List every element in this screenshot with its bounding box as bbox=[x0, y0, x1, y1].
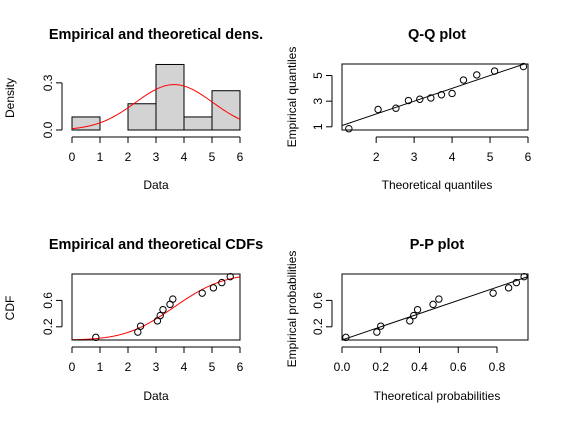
data-point bbox=[198, 289, 206, 297]
pp-x-label: Theoretical probabilities bbox=[374, 389, 501, 403]
x-tick-label: 5 bbox=[487, 150, 494, 164]
y-tick-label: 0.2 bbox=[311, 318, 325, 335]
y-tick-label: 1 bbox=[311, 123, 325, 130]
cdf-x-label: Data bbox=[143, 389, 169, 403]
x-tick-label: 1 bbox=[97, 360, 104, 374]
x-tick-label: 4 bbox=[449, 150, 456, 164]
x-tick-label: 4 bbox=[181, 150, 188, 164]
data-point bbox=[490, 67, 499, 75]
x-tick-label: 0.8 bbox=[489, 360, 506, 374]
x-tick-label: 6 bbox=[237, 150, 244, 164]
pp-y-label: Empirical probabilities bbox=[285, 251, 299, 368]
density-curve bbox=[71, 84, 241, 130]
x-tick-label: 6 bbox=[525, 150, 532, 164]
reference-line bbox=[342, 276, 528, 340]
data-point bbox=[473, 71, 481, 79]
data-point bbox=[512, 278, 521, 287]
qq-y-label: Empirical quantiles bbox=[285, 47, 299, 148]
data-point bbox=[373, 328, 381, 336]
y-tick-label: 0.0 bbox=[41, 121, 55, 138]
cdf-panel: Empirical and theoretical CDFs Data CDF … bbox=[3, 237, 263, 403]
plot-frame bbox=[341, 273, 529, 341]
reference-line bbox=[342, 64, 526, 126]
density-panel: Empirical and theoretical dens. Data Den… bbox=[3, 27, 263, 192]
data-point bbox=[218, 278, 226, 287]
data-point bbox=[519, 62, 528, 71]
data-point bbox=[134, 328, 142, 336]
histogram-bar bbox=[155, 63, 185, 131]
data-point bbox=[437, 91, 446, 99]
data-point bbox=[159, 305, 167, 314]
y-tick-label: 0.2 bbox=[41, 318, 55, 335]
y-tick-label: 0.6 bbox=[311, 292, 325, 309]
pp-panel: P-P plot Theoretical probabilities Empir… bbox=[285, 237, 529, 403]
data-point bbox=[392, 104, 400, 112]
y-tick-label: 0.3 bbox=[41, 74, 55, 91]
data-point bbox=[459, 76, 468, 84]
x-tick-label: 0.0 bbox=[334, 360, 351, 374]
data-point bbox=[504, 284, 513, 292]
x-tick-label: 3 bbox=[153, 360, 160, 374]
x-tick-label: 5 bbox=[209, 150, 216, 164]
x-tick-label: 0.2 bbox=[372, 360, 389, 374]
plot-frame bbox=[341, 63, 529, 131]
y-tick-label: 5 bbox=[311, 72, 325, 79]
density-y-label: Density bbox=[3, 78, 17, 118]
data-point bbox=[92, 333, 100, 342]
data-point bbox=[404, 96, 413, 105]
x-tick-label: 1 bbox=[97, 150, 104, 164]
data-point bbox=[429, 300, 437, 309]
data-point bbox=[409, 311, 418, 320]
x-tick-label: 6 bbox=[237, 360, 244, 374]
data-point bbox=[209, 284, 218, 292]
data-point bbox=[136, 322, 145, 330]
x-tick-label: 2 bbox=[373, 150, 380, 164]
data-point bbox=[448, 89, 456, 98]
data-point bbox=[156, 311, 164, 320]
data-point bbox=[345, 125, 353, 133]
data-point bbox=[520, 272, 528, 281]
histogram-bar bbox=[183, 116, 213, 131]
x-tick-label: 0 bbox=[69, 360, 76, 374]
data-point bbox=[374, 105, 382, 114]
histogram-bars bbox=[71, 63, 241, 131]
x-tick-label: 0 bbox=[69, 150, 76, 164]
y-tick-label: 0.6 bbox=[41, 292, 55, 309]
x-tick-label: 5 bbox=[209, 360, 216, 374]
x-tick-label: 2 bbox=[125, 360, 132, 374]
data-point bbox=[435, 295, 443, 303]
data-point bbox=[342, 333, 350, 342]
data-point bbox=[427, 94, 435, 102]
data-point bbox=[377, 322, 385, 330]
cdf-title: Empirical and theoretical CDFs bbox=[49, 237, 263, 253]
density-title: Empirical and theoretical dens. bbox=[49, 27, 263, 43]
plot-frame bbox=[71, 273, 241, 341]
x-tick-label: 3 bbox=[153, 150, 160, 164]
x-tick-label: 0.6 bbox=[450, 360, 467, 374]
qq-title: Q-Q plot bbox=[408, 27, 466, 43]
data-point bbox=[406, 317, 414, 325]
histogram-bar bbox=[211, 90, 241, 131]
cdf-curve bbox=[71, 276, 241, 341]
data-point bbox=[169, 295, 177, 303]
qq-panel: Q-Q plot Theoretical quantiles Empirical… bbox=[285, 27, 532, 192]
data-point bbox=[489, 289, 497, 297]
qq-x-label: Theoretical quantiles bbox=[382, 178, 493, 192]
x-tick-label: 4 bbox=[181, 360, 188, 374]
y-tick-label: 3 bbox=[311, 98, 325, 105]
data-point bbox=[413, 305, 422, 314]
density-x-label: Data bbox=[143, 178, 169, 192]
data-point bbox=[416, 95, 424, 103]
x-tick-label: 3 bbox=[411, 150, 418, 164]
x-tick-label: 2 bbox=[125, 150, 132, 164]
x-tick-label: 0.4 bbox=[411, 360, 428, 374]
histogram-bar bbox=[71, 116, 101, 131]
histogram-bar bbox=[127, 103, 157, 131]
data-point bbox=[226, 272, 234, 281]
pp-title: P-P plot bbox=[410, 237, 465, 253]
cdf-y-label: CDF bbox=[3, 296, 17, 321]
